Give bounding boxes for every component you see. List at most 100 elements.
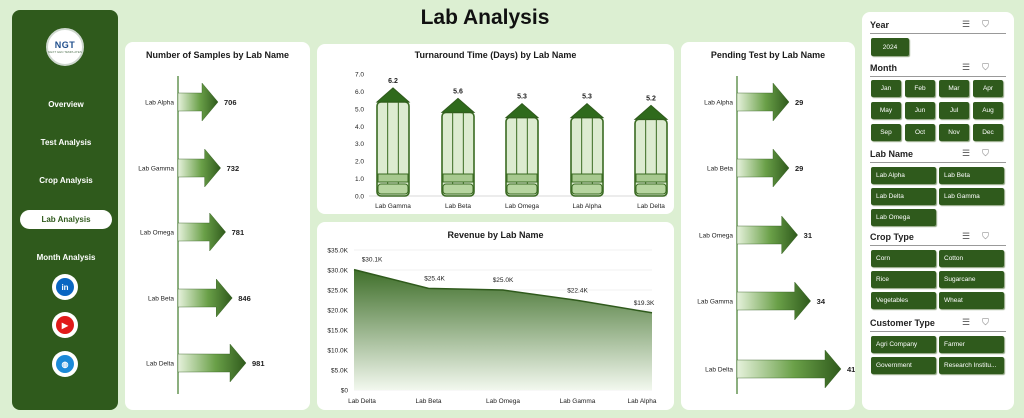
samples-data-label: 846 [238, 294, 251, 303]
customer-option-government[interactable]: Government [871, 357, 936, 374]
crop-option-rice[interactable]: Rice [871, 271, 936, 288]
year-option-2024[interactable]: 2024 [871, 38, 909, 56]
pending-arrow-bar [736, 349, 842, 389]
linkedin-button[interactable]: in [52, 274, 78, 300]
revenue-y-tick: $25.0K [327, 288, 348, 295]
revenue-data-label: $22.4K [567, 287, 588, 294]
clear-filter-icon[interactable]: ⛉ [982, 317, 989, 327]
multi-select-icon[interactable]: ☰ [962, 148, 971, 158]
multi-select-icon[interactable]: ☰ [962, 19, 971, 29]
samples-arrow-bar [177, 82, 219, 122]
revenue-category-label: Lab Delta [348, 398, 376, 405]
slicer-panel: Year ☰ ⛉ 2024 Month ☰ ⛉ Jan Feb Mar Apr May Jun Jul Au… [862, 12, 1014, 410]
month-option-dec[interactable]: Dec [973, 124, 1003, 141]
pending-category-label: Lab Delta [705, 367, 733, 374]
logo-text: NGT [54, 40, 76, 50]
revenue-line [353, 268, 653, 314]
turnaround-category-label: Lab Beta [445, 203, 471, 210]
lab-option-lab-alpha[interactable]: Lab Alpha [871, 167, 936, 184]
turnaround-pencil-bar [504, 102, 540, 197]
month-option-oct[interactable]: Oct [905, 124, 935, 141]
samples-data-label: 981 [252, 359, 265, 368]
crop-option-corn[interactable]: Corn [871, 250, 936, 267]
customer-slicer-controls: ☰ ⛉ [962, 317, 989, 328]
nav-item-overview[interactable]: Overview [48, 100, 84, 109]
month-option-feb[interactable]: Feb [905, 80, 935, 97]
turnaround-chart: 0.0 1.0 2.0 3.0 4.0 5.0 6.0 7.0 6.2 Lab Gamma 5.6 L… [355, 72, 669, 210]
revenue-y-tick: $35.0K [327, 248, 348, 255]
youtube-icon: ▶ [56, 316, 74, 334]
multi-select-icon[interactable]: ☰ [962, 62, 971, 72]
turnaround-y-tick: 4.0 [355, 124, 364, 131]
turnaround-y-tick: 6.0 [355, 89, 364, 96]
month-option-jul[interactable]: Jul [939, 102, 969, 119]
clear-filter-icon[interactable]: ⛉ [982, 148, 989, 158]
revenue-y-tick: $0 [341, 388, 349, 395]
revenue-category-label: Lab Omega [486, 398, 520, 405]
month-option-jan[interactable]: Jan [871, 80, 901, 97]
turnaround-pencil-bar [375, 87, 411, 197]
samples-category-label: Lab Alpha [145, 100, 174, 107]
lab-option-lab-beta[interactable]: Lab Beta [939, 167, 1004, 184]
logo-subtext: NEXT GEN TEMPLATES [48, 50, 82, 54]
revenue-area [354, 269, 652, 390]
customer-option-agri-company[interactable]: Agri Company [871, 336, 936, 353]
pending-category-label: Lab Gamma [697, 299, 733, 306]
turnaround-pencil-bar [633, 104, 669, 197]
nav-item-test-analysis[interactable]: Test Analysis [40, 138, 92, 147]
turnaround-y-tick: 5.0 [355, 106, 364, 113]
revenue-y-tick: $30.0K [327, 268, 348, 275]
customer-slicer-divider [870, 331, 1006, 332]
crop-option-vegetables[interactable]: Vegetables [871, 292, 936, 309]
turnaround-data-label: 5.3 [517, 94, 527, 101]
customer-option-research-institu-[interactable]: Research Institu... [939, 357, 1004, 374]
month-option-aug[interactable]: Aug [973, 102, 1003, 119]
pending-data-label: 34 [817, 297, 826, 306]
revenue-category-label: Lab Beta [415, 398, 441, 405]
revenue-category-label: Lab Gamma [560, 398, 596, 405]
samples-arrow-bar [177, 278, 233, 318]
revenue-category-label: Lab Alpha [628, 398, 657, 405]
youtube-button[interactable]: ▶ [52, 312, 78, 338]
month-option-nov[interactable]: Nov [939, 124, 969, 141]
crop-option-wheat[interactable]: Wheat [939, 292, 1004, 309]
pending-chart-title: Pending Test by Lab Name [710, 50, 826, 60]
nav-item-crop-analysis[interactable]: Crop Analysis [39, 176, 93, 185]
turnaround-pencil-bar [569, 102, 605, 197]
turnaround-y-tick: 7.0 [355, 72, 364, 79]
month-option-jun[interactable]: Jun [905, 102, 935, 119]
multi-select-icon[interactable]: ☰ [962, 231, 971, 241]
customer-option-farmer[interactable]: Farmer [939, 336, 1004, 353]
pending-arrow-bar [736, 82, 790, 122]
month-option-apr[interactable]: Apr [973, 80, 1003, 97]
lab-slicer-divider [870, 162, 1006, 163]
turnaround-data-label: 5.3 [582, 94, 592, 101]
pending-arrow-bar [736, 215, 798, 255]
month-option-sep[interactable]: Sep [871, 124, 901, 141]
crop-option-cotton[interactable]: Cotton [939, 250, 1004, 267]
year-slicer-controls: ☰ ⛉ [962, 19, 989, 30]
lab-option-lab-omega[interactable]: Lab Omega [871, 209, 936, 226]
samples-data-label: 781 [232, 228, 245, 237]
clear-filter-icon[interactable]: ⛉ [982, 19, 989, 29]
turnaround-data-label: 6.2 [388, 78, 398, 85]
revenue-chart: $0 $5.0K $10.0K $15.0K $20.0K $25.0K $30.0K $35… [327, 248, 657, 406]
lab-option-lab-gamma[interactable]: Lab Gamma [939, 188, 1004, 205]
crop-option-sugarcane[interactable]: Sugarcane [939, 271, 1004, 288]
clear-filter-icon[interactable]: ⛉ [982, 62, 989, 72]
pending-data-label: 31 [804, 231, 812, 240]
globe-button[interactable]: ◍ [52, 351, 78, 377]
pending-data-label: 29 [795, 98, 803, 107]
nav-item-month-analysis[interactable]: Month Analysis [36, 253, 96, 262]
month-option-may[interactable]: May [871, 102, 901, 119]
turnaround-y-tick: 2.0 [355, 159, 364, 166]
globe-icon: ◍ [56, 355, 74, 373]
turnaround-category-label: Lab Omega [505, 203, 539, 210]
clear-filter-icon[interactable]: ⛉ [982, 231, 989, 241]
revenue-y-tick: $10.0K [327, 348, 348, 355]
multi-select-icon[interactable]: ☰ [962, 317, 971, 327]
lab-option-lab-delta[interactable]: Lab Delta [871, 188, 936, 205]
nav-item-lab-analysis[interactable]: Lab Analysis [20, 210, 112, 229]
month-option-mar[interactable]: Mar [939, 80, 969, 97]
pending-card: Pending Test by Lab Name Lab Alpha 29 Lab … [681, 42, 855, 410]
